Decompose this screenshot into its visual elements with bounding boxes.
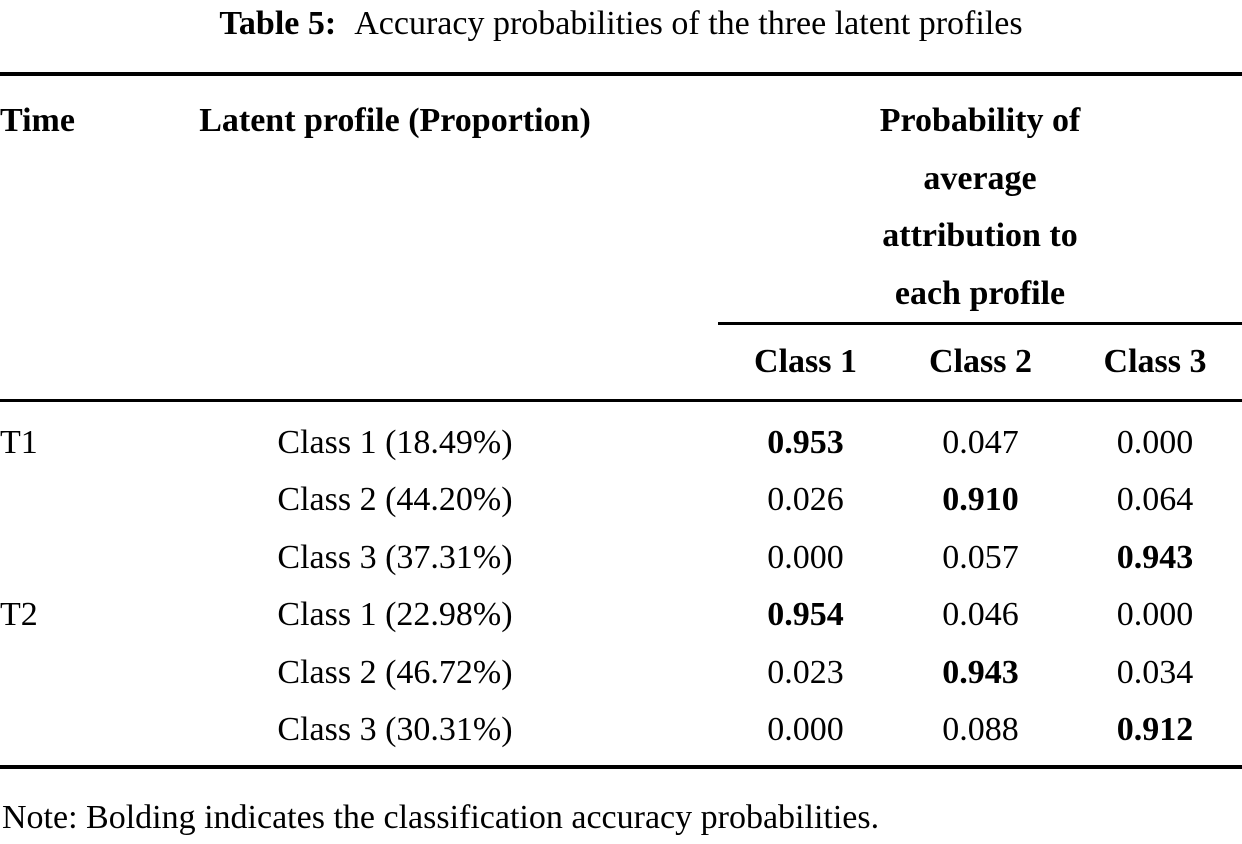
spacer-cell	[140, 323, 650, 402]
spacer-cell	[650, 586, 718, 644]
table-caption-text: Accuracy probabilities of the three late…	[354, 5, 1023, 42]
cell-value: 0.000	[1116, 423, 1194, 461]
header-class-1: Class 1	[718, 323, 893, 402]
cell-value: 0.910	[942, 481, 1019, 518]
spacer-cell	[650, 400, 718, 471]
spacer-cell	[650, 701, 718, 769]
spacer-cell	[650, 471, 718, 529]
cell-value: 0.088	[893, 701, 1068, 769]
table-row: T2 Class 1 (22.98%) 0.954 0.046 0.000	[0, 586, 1242, 644]
accuracy-table: Time Latent profile (Proportion) Probabi…	[0, 72, 1242, 769]
table-row: Class 3 (37.31%) 0.000 0.057 0.943	[0, 529, 1242, 587]
cell-profile: Class 2 (44.20%)	[277, 481, 513, 518]
cell-value: 0.057	[942, 538, 1019, 576]
table-caption: Table 5: Accuracy probabilities of the th…	[0, 2, 1242, 46]
table-row: Class 3 (30.31%) 0.000 0.088 0.912	[0, 701, 1242, 769]
cell-value: 0.026	[767, 481, 844, 518]
spacer-cell	[0, 323, 140, 402]
table-note: Note: Bolding indicates the classificati…	[2, 798, 880, 836]
cell-time	[0, 529, 140, 587]
table-row: T1 Class 1 (18.49%) 0.953 0.047 0.000	[0, 400, 1242, 471]
header-row-2: Class 1 Class 2 Class 3	[0, 323, 1242, 402]
cell-time	[0, 701, 140, 769]
header-class-2: Class 2	[893, 323, 1068, 402]
table-row: Class 2 (46.72%) 0.023 0.943 0.034	[0, 644, 1242, 702]
cell-value: 0.046	[942, 596, 1019, 633]
spacer-cell	[650, 644, 718, 702]
cell-value: 0.953	[767, 423, 844, 461]
header-class-3: Class 3	[1068, 323, 1242, 402]
cell-value: 0.047	[942, 423, 1019, 461]
table-caption-label: Table 5:	[219, 5, 337, 42]
cell-profile: Class 2 (46.72%)	[277, 653, 513, 691]
cell-value: 0.000	[767, 538, 844, 576]
header-latent-profile: Latent profile (Proportion)	[199, 102, 591, 139]
probability-group-line: Probability of	[879, 102, 1081, 139]
cell-value: 0.064	[1116, 481, 1194, 518]
probability-group-line: each profile	[894, 274, 1066, 312]
cell-value: 0.000	[718, 701, 893, 769]
cell-value: 0.954	[767, 596, 844, 633]
cell-time	[0, 644, 140, 702]
cell-value: 0.000	[1116, 596, 1194, 633]
cell-value: 0.912	[1068, 701, 1242, 769]
cell-value: 0.943	[942, 653, 1019, 691]
spacer-cell	[650, 529, 718, 587]
header-time: Time	[0, 102, 75, 139]
cell-profile: Class 3 (37.31%)	[277, 538, 513, 576]
cell-time: T2	[0, 596, 38, 633]
header-probability-group: Probability of average attribution to ea…	[718, 74, 1242, 325]
table-row: Class 2 (44.20%) 0.026 0.910 0.064	[0, 471, 1242, 529]
cell-profile: Class 1 (22.98%)	[277, 596, 513, 633]
spacer-cell	[650, 74, 718, 324]
cell-time: T1	[0, 423, 38, 461]
probability-group-line: average	[923, 159, 1037, 197]
header-row-1: Time Latent profile (Proportion) Probabi…	[0, 74, 1242, 325]
cell-profile: Class 1 (18.49%)	[277, 423, 513, 461]
probability-group-line: attribution to	[882, 217, 1078, 254]
cell-value: 0.034	[1116, 653, 1194, 691]
spacer-cell	[650, 323, 718, 402]
cell-time	[0, 471, 140, 529]
cell-value: 0.943	[1116, 538, 1194, 576]
cell-value: 0.023	[767, 653, 844, 691]
cell-profile: Class 3 (30.31%)	[140, 701, 650, 769]
